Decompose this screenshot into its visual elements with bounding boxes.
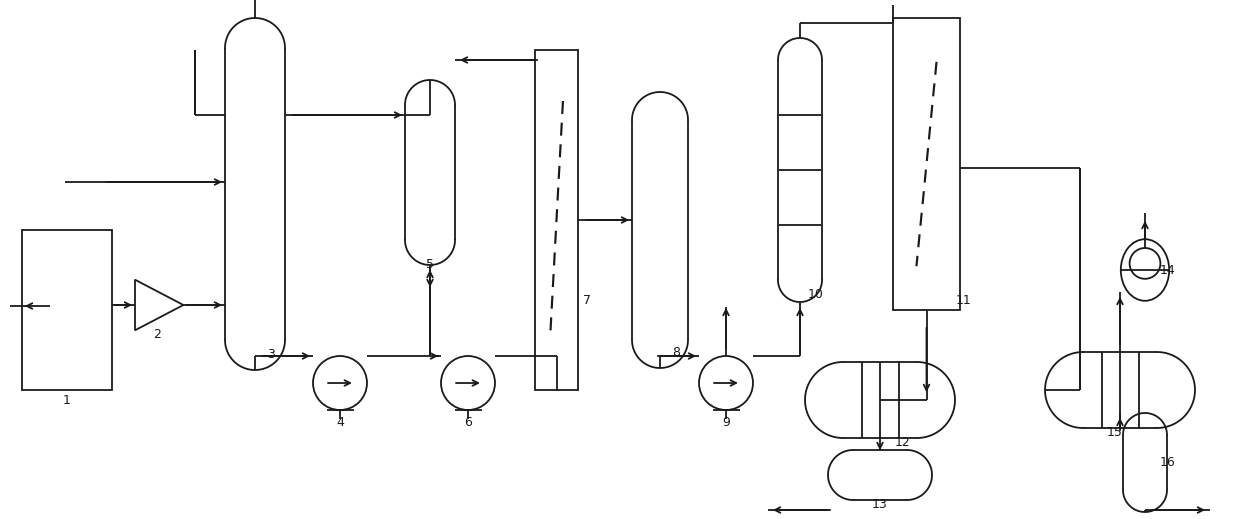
Text: 10: 10 bbox=[808, 289, 824, 302]
Text: 8: 8 bbox=[672, 346, 680, 359]
Text: 11: 11 bbox=[957, 294, 971, 307]
Text: 16: 16 bbox=[1160, 456, 1176, 469]
Text: 5: 5 bbox=[426, 258, 434, 271]
Text: 12: 12 bbox=[895, 436, 911, 449]
Text: 7: 7 bbox=[584, 294, 591, 307]
Text: 9: 9 bbox=[722, 417, 730, 430]
Text: 15: 15 bbox=[1108, 427, 1123, 440]
Bar bbox=[893, 18, 960, 310]
Text: 6: 6 bbox=[465, 417, 472, 430]
Text: 14: 14 bbox=[1160, 264, 1176, 277]
Text: 2: 2 bbox=[154, 329, 161, 342]
Text: 4: 4 bbox=[336, 417, 344, 430]
Text: 1: 1 bbox=[63, 393, 71, 406]
Bar bbox=[535, 50, 579, 390]
Text: 3: 3 bbox=[266, 348, 275, 362]
Text: 13: 13 bbox=[872, 499, 888, 512]
Bar bbox=[22, 230, 112, 390]
